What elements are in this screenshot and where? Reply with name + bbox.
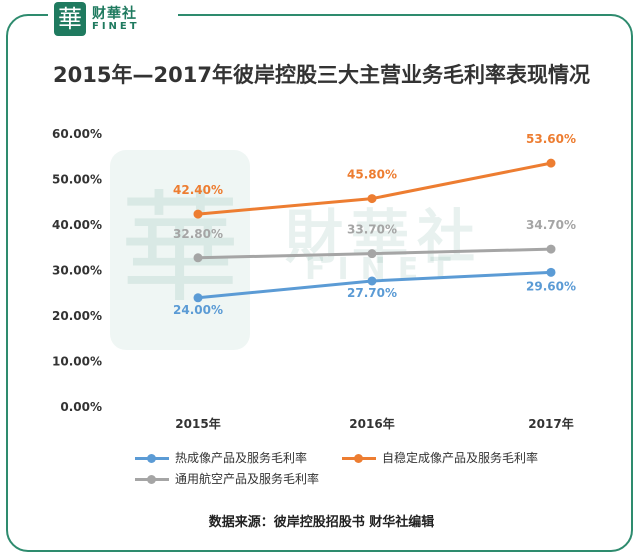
y-tick-label: 60.00% [52, 127, 102, 141]
chart-frame [6, 14, 633, 552]
data-label: 24.00% [173, 303, 223, 317]
legend-item-aviation: 通用航空产品及服务毛利率 [135, 470, 319, 487]
legend-swatch-thermal [135, 451, 169, 465]
x-tick-label: 2017年 [528, 416, 573, 431]
data-label: 27.70% [347, 286, 397, 300]
x-tick-label: 2016年 [349, 416, 394, 431]
data-label: 29.60% [526, 279, 576, 293]
data-label: 53.60% [526, 132, 576, 146]
chart-title: 2015年—2017年彼岸控股三大主营业务毛利率表现情况 [53, 63, 590, 87]
data-point [193, 293, 203, 303]
legend-label-thermal: 热成像产品及服务毛利率 [175, 451, 308, 465]
data-label: 42.40% [173, 183, 223, 197]
legend-label-aviation: 通用航空产品及服务毛利率 [175, 472, 320, 486]
source-note: 数据来源：彼岸控股招股书 财华社编辑 [208, 515, 435, 530]
data-point [193, 209, 203, 219]
y-tick-label: 30.00% [52, 264, 102, 278]
legend-label-stabilized: 自稳定成像产品及服务毛利率 [382, 451, 539, 465]
brand-logo: 華 财華社 FINET [48, 0, 178, 40]
legend-swatch-aviation [135, 472, 169, 486]
legend-item-thermal: 热成像产品及服务毛利率 [135, 449, 307, 466]
brand-name-cn: 财華社 [92, 6, 137, 22]
data-point [367, 249, 377, 259]
data-point [193, 253, 203, 263]
legend-item-stabilized: 自稳定成像产品及服务毛利率 [342, 449, 538, 466]
data-label: 34.70% [526, 218, 576, 232]
data-label: 32.80% [173, 227, 223, 241]
y-tick-label: 40.00% [52, 218, 102, 232]
data-point [546, 267, 556, 277]
data-point [367, 194, 377, 204]
brand-logo-mark: 華 [54, 2, 86, 36]
x-tick-label: 2015年 [175, 416, 220, 431]
data-label: 45.80% [347, 168, 397, 182]
data-point [367, 276, 377, 286]
y-tick-label: 20.00% [52, 309, 102, 323]
data-label: 33.70% [347, 223, 397, 237]
legend-swatch-stabilized [342, 451, 376, 465]
data-point [546, 158, 556, 168]
watermark-text: 財華社 [285, 203, 484, 271]
y-tick-label: 0.00% [60, 400, 102, 414]
y-tick-label: 10.00% [52, 355, 102, 369]
y-tick-label: 50.00% [52, 173, 102, 187]
data-point [546, 244, 556, 254]
brand-name-en: FINET [92, 21, 140, 32]
